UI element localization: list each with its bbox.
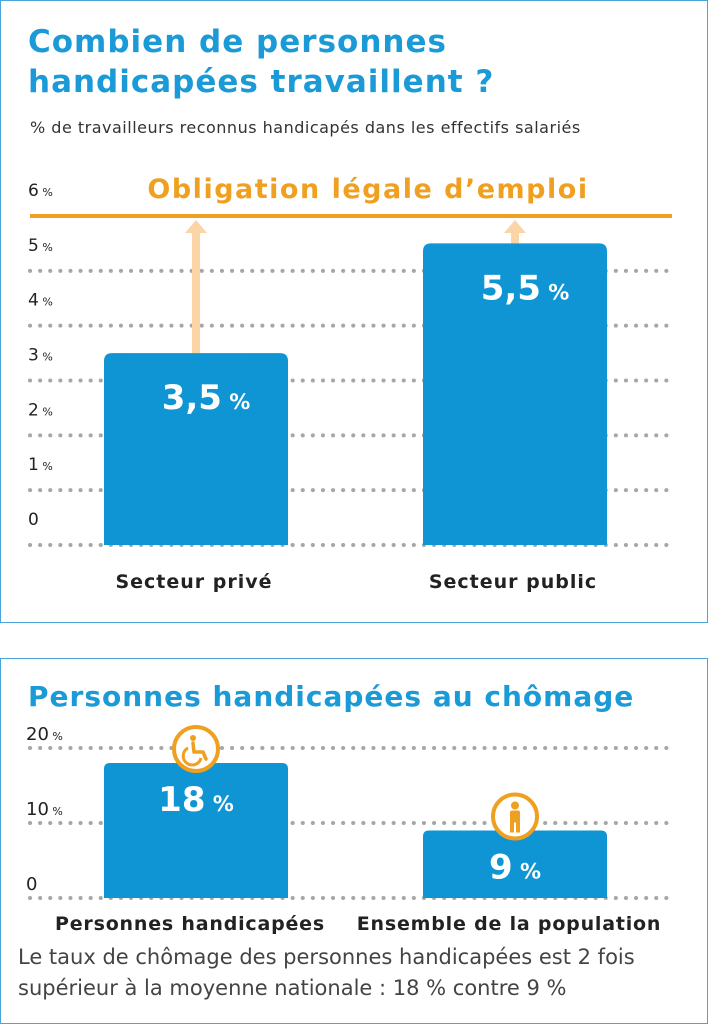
- bar: [104, 353, 288, 545]
- y-tick-label: 2 %: [28, 400, 53, 420]
- y-tick-number: 20: [26, 724, 49, 745]
- bar-value-label: 3,5 %: [162, 378, 251, 418]
- bar-value-unit: %: [222, 390, 250, 414]
- employment-bar-chart: 01 %2 %3 %4 %5 %6 % Obligation légale d’e…: [28, 174, 674, 593]
- caption-line-2: supérieur à la moyenne nationale : 18 % …: [18, 976, 567, 1000]
- y-tick-unit: %: [39, 186, 53, 199]
- bar-value-label: 9 %: [489, 848, 541, 888]
- bar-value-number: 9: [489, 848, 513, 888]
- x-tick-label: Secteur privé: [115, 571, 272, 593]
- wheelchair-icon-head: [190, 735, 196, 741]
- y-tick-label: 4 %: [28, 291, 53, 311]
- bar: [423, 830, 607, 898]
- y-tick-unit: %: [49, 730, 63, 743]
- bar-value-label: 5,5 %: [481, 268, 570, 308]
- bar: [104, 763, 288, 898]
- y-tick-label: 20 %: [26, 724, 63, 745]
- bar-value-unit: %: [205, 792, 233, 816]
- y-tick-number: 1: [28, 455, 39, 475]
- chart-title-unemployment: Personnes handicapées au chômage: [28, 680, 635, 713]
- y-tick-unit: %: [49, 805, 63, 818]
- y-tick-label: 10 %: [26, 799, 63, 820]
- person-icon-leg-left: [510, 821, 514, 833]
- x-tick-label: Ensemble de la population: [357, 913, 661, 935]
- y-tick-label: 0: [28, 510, 39, 530]
- gap-arrow-head: [185, 220, 207, 233]
- person-icon-leg-right: [516, 821, 520, 833]
- y-tick-label: 1 %: [28, 455, 53, 475]
- y-tick-unit: %: [39, 241, 53, 254]
- y-tick-number: 4: [28, 291, 39, 311]
- y-tick-number: 2: [28, 400, 39, 420]
- reference-line-label: Obligation légale d’emploi: [147, 174, 588, 205]
- x-tick-label: Personnes handicapées: [55, 913, 325, 935]
- bar: [423, 243, 607, 545]
- wheelchair-icon-wheel: [181, 746, 203, 767]
- x-tick-label: Secteur public: [429, 571, 597, 593]
- y-tick-label: 0: [26, 874, 37, 895]
- y-tick-number: 3: [28, 346, 39, 366]
- chart-title-employment: Combien de personnes handicapées travail…: [28, 24, 495, 100]
- y-tick-unit: %: [39, 296, 53, 309]
- y-tick-number: 0: [28, 510, 39, 530]
- y-tick-number: 10: [26, 799, 49, 820]
- bar-value-unit: %: [513, 860, 541, 884]
- gap-arrow-shaft: [192, 232, 200, 354]
- y-tick-number: 6: [28, 181, 39, 201]
- y-tick-unit: %: [39, 460, 53, 473]
- chart-subtitle-employment: % de travailleurs reconnus handicapés da…: [30, 118, 581, 137]
- person-icon-head: [511, 801, 519, 810]
- unemployment-caption: Le taux de chômage des personnes handica…: [18, 942, 708, 1004]
- bar-value-number: 5,5: [481, 268, 541, 308]
- gap-arrow-head: [504, 220, 526, 233]
- y-tick-number: 0: [26, 874, 37, 895]
- y-tick-label: 6 %: [28, 181, 53, 201]
- bar-value-label: 18 %: [158, 780, 234, 820]
- bar-value-number: 3,5: [162, 378, 222, 418]
- caption-line-1: Le taux de chômage des personnes handica…: [18, 945, 635, 969]
- y-tick-number: 5: [28, 236, 39, 256]
- person-icon-torso: [510, 810, 520, 823]
- y-tick-label: 5 %: [28, 236, 53, 256]
- gap-arrow-shaft: [511, 232, 519, 244]
- wheelchair-icon-body: [191, 741, 208, 761]
- y-tick-unit: %: [39, 351, 53, 364]
- y-tick-label: 3 %: [28, 346, 53, 366]
- y-tick-unit: %: [39, 405, 53, 418]
- bar-value-unit: %: [541, 280, 569, 304]
- bar-value-number: 18: [158, 780, 205, 820]
